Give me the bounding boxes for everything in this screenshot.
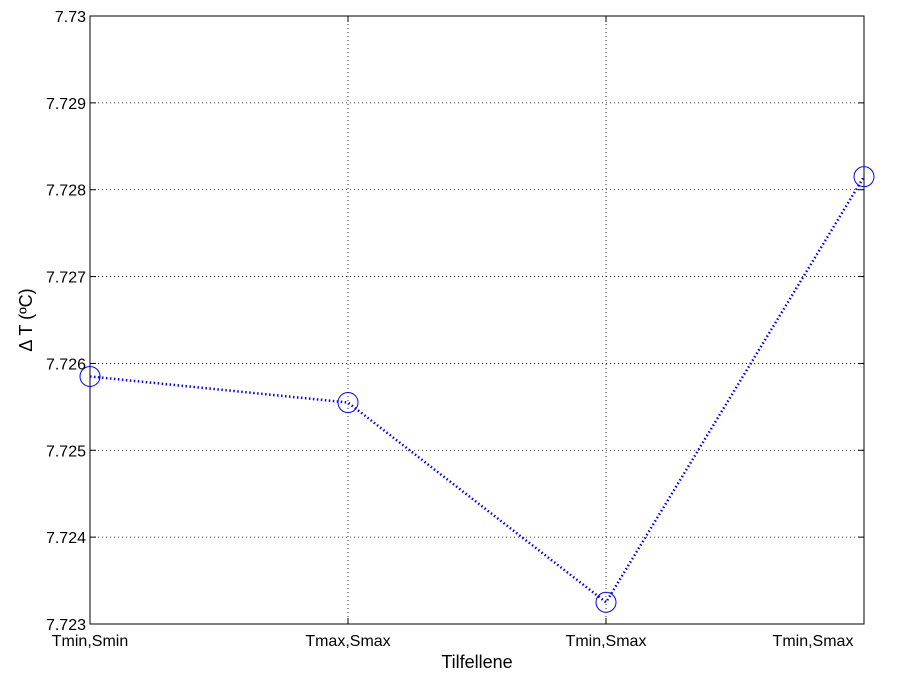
series-layer xyxy=(79,166,875,613)
y-tick-label: 7.726 xyxy=(46,356,86,373)
y-tick-label: 7.727 xyxy=(46,270,86,287)
y-tick-label: 7.728 xyxy=(46,183,86,200)
data-point-marker xyxy=(79,365,101,387)
label-layer: 7.723 7.724 7.725 7.726 7.727 7.728 7.729 7.73 T… xyxy=(46,9,854,650)
grid-layer xyxy=(90,16,864,624)
x-tick-label: Tmax,Smax xyxy=(305,633,390,650)
y-tick-label: 7.723 xyxy=(46,617,86,634)
y-tick-label: 7.729 xyxy=(46,96,86,113)
y-tick-label: 7.73 xyxy=(55,9,86,26)
data-point-marker xyxy=(337,392,359,414)
x-axis-title: Tilfellene xyxy=(441,652,512,672)
data-point-marker xyxy=(853,166,875,188)
x-tick-label: Tmin,Smin xyxy=(52,633,128,650)
plot-frame xyxy=(89,15,865,625)
x-tick-label: Tmin,Smax xyxy=(773,633,854,650)
y-axis-title: Δ T (ºC) xyxy=(16,288,36,351)
y-tick-label: 7.725 xyxy=(46,443,86,460)
data-point-marker xyxy=(595,591,617,613)
x-tick-label: Tmin,Smax xyxy=(566,633,647,650)
tick-layer xyxy=(89,15,865,625)
y-tick-label: 7.724 xyxy=(46,530,86,547)
